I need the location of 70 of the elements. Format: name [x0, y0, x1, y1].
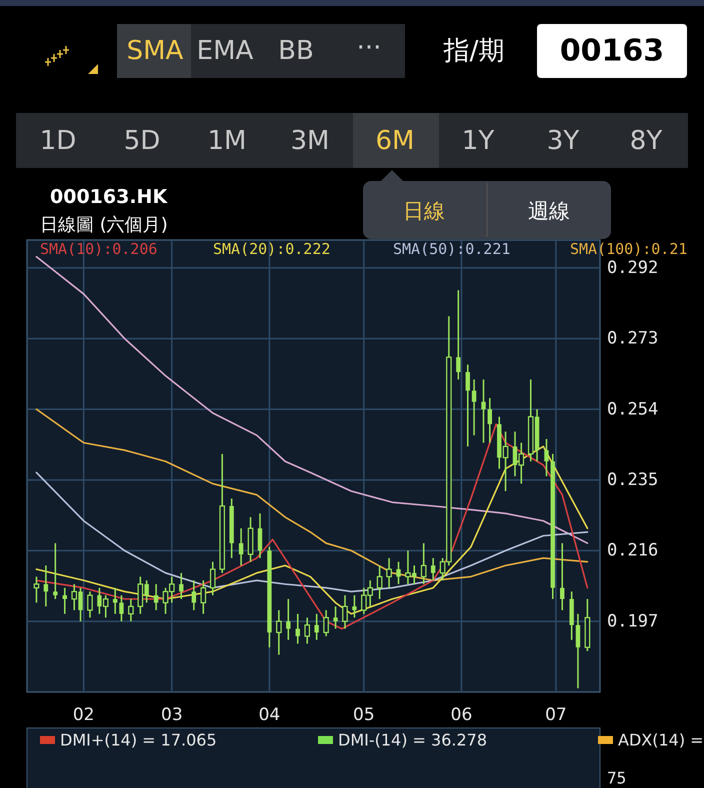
candlestick: [323, 609, 329, 637]
legend-label: ADX(14) =: [618, 730, 704, 750]
candlestick: [154, 583, 158, 611]
candlestick: [112, 587, 118, 615]
text: 8Y: [630, 126, 662, 156]
candlestick: [456, 289, 461, 380]
candlestick: [286, 598, 291, 641]
candlestick: [472, 378, 476, 436]
legend-label: DMI-(14) = 36.278: [338, 730, 488, 750]
x-tick-label: 04: [258, 705, 280, 725]
text: ···: [356, 33, 382, 63]
text: SMA(50):0.221: [393, 240, 510, 258]
text: EMA: [196, 36, 254, 66]
candlestick: [420, 542, 426, 585]
y-tick-label: 0.216: [607, 540, 658, 561]
candlestick: [560, 542, 564, 611]
candlestick: [44, 564, 48, 608]
text: 3Y: [546, 126, 580, 156]
candlestick: [34, 576, 40, 604]
candlestick: [481, 378, 486, 444]
candlestick: [333, 606, 338, 630]
y-tick-label: 0.197: [607, 611, 658, 632]
x-tick-label: 06: [450, 705, 472, 725]
text: SMA: [126, 36, 184, 66]
text: 指/期: [442, 36, 504, 66]
candlestick: [376, 564, 382, 600]
candlestick: [314, 613, 319, 641]
candlestick: [258, 512, 262, 559]
x-tick-label: 05: [353, 705, 375, 725]
chart-subtitle: 日線圖 (六個月): [40, 214, 168, 236]
text: SMA(10):0.206: [40, 240, 158, 258]
candlestick: [488, 397, 492, 444]
text: 6M: [376, 126, 414, 156]
candlestick: [62, 587, 67, 615]
y-tick-label: 0.235: [607, 470, 658, 490]
y-tick-label: 0.273: [607, 328, 658, 349]
candlestick: [276, 609, 282, 656]
candlestick: [396, 561, 401, 585]
text: 1D: [40, 126, 76, 156]
text: 日線: [403, 199, 445, 223]
text: 75: [607, 768, 626, 788]
text: 週線: [528, 199, 570, 223]
candlestick: [352, 594, 357, 618]
candlestick: [576, 613, 580, 690]
text: 1Y: [462, 126, 494, 156]
candlestick: [304, 616, 310, 644]
candlestick: [296, 613, 300, 644]
candlestick: [342, 594, 348, 630]
text: BB: [278, 36, 314, 66]
x-tick-label: 07: [545, 705, 567, 725]
candlestick: [119, 594, 124, 622]
text: 5D: [124, 126, 160, 156]
text: 00163: [560, 34, 664, 68]
x-tick-label: 02: [72, 705, 94, 725]
text: SMA(20):0.222: [213, 240, 330, 258]
candlestick: [87, 590, 93, 618]
candlestick: [128, 598, 134, 622]
legend-label: DMI+(14) = 17.065: [60, 730, 217, 750]
text: 3M: [290, 126, 330, 156]
y-tick-label: 0.254: [607, 399, 658, 420]
text: 1M: [208, 126, 246, 156]
candlestick: [430, 557, 436, 582]
candlestick: [466, 364, 470, 448]
x-tick-label: 03: [161, 705, 183, 725]
text: SMA(100):0.21: [570, 240, 688, 258]
candlestick: [544, 438, 549, 477]
chart-title: 000163.HK: [50, 186, 168, 208]
y-tick-label: 0.292: [607, 258, 658, 278]
candlestick: [53, 542, 58, 600]
candlestick: [386, 557, 392, 589]
